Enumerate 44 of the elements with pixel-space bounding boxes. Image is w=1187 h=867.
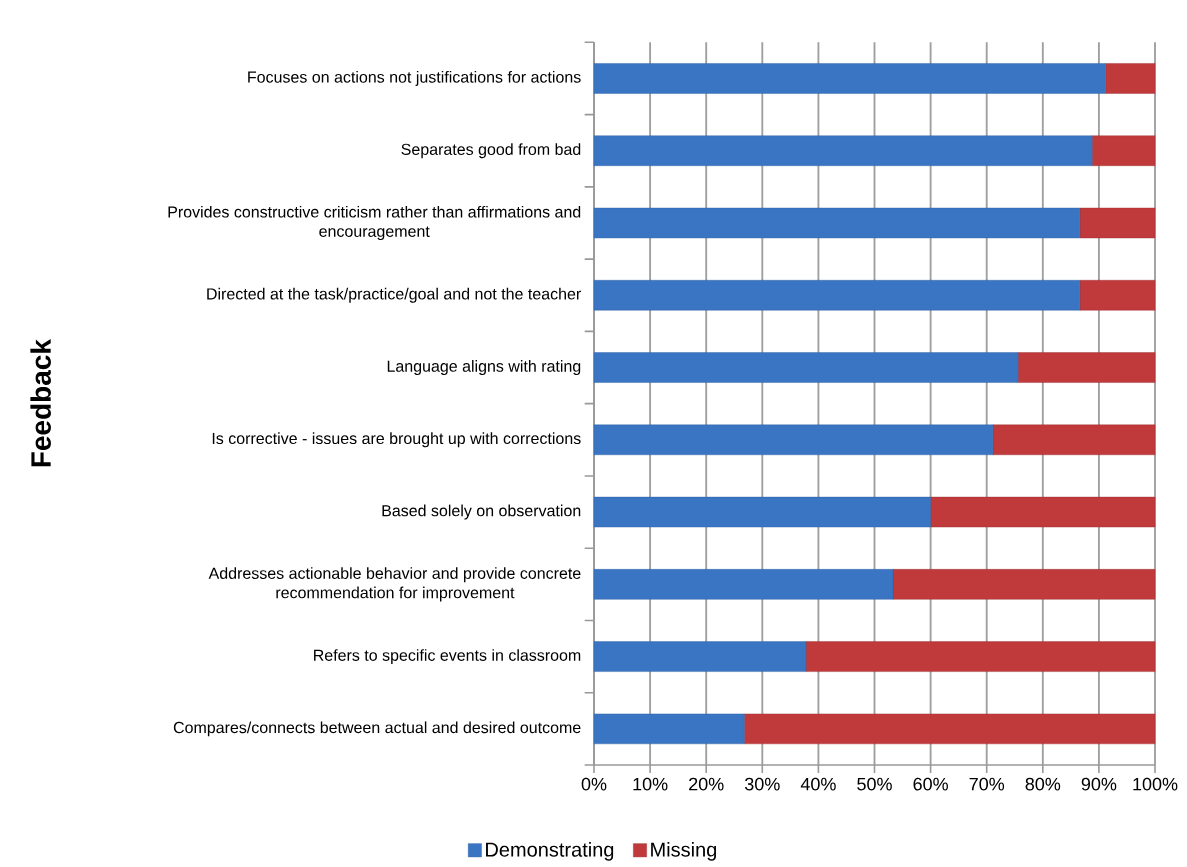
bar: [805, 641, 1156, 672]
y-tick-label: Directed at the task/practice/goal and not the teacher: [207, 287, 581, 303]
bar: [593, 424, 994, 455]
x-tick-label: 60%: [913, 777, 948, 791]
y-tick-label: Language aligns with rating: [387, 360, 581, 375]
bar: [1079, 207, 1156, 239]
x-tick-label: 30%: [744, 777, 780, 791]
legend-label: Missing: [651, 842, 717, 861]
bar: [593, 496, 931, 528]
bar: [1105, 63, 1156, 94]
bar: [593, 641, 807, 672]
bar: [593, 569, 894, 600]
legend-label: Demonstrating: [486, 842, 614, 861]
bar: [593, 63, 1106, 94]
x-tick-label: 90%: [1081, 777, 1117, 791]
bar: [892, 569, 1156, 600]
bar: [1079, 280, 1156, 311]
bar: [593, 713, 745, 745]
x-tick-label: 40%: [800, 777, 836, 791]
y-tick-label: Refers to specific events in classroom: [314, 649, 581, 665]
y-axis-title: Feedback: [30, 339, 51, 467]
x-tick-label: 80%: [1025, 777, 1061, 791]
y-tick-label: Based solely on observation: [382, 504, 581, 520]
bar: [992, 424, 1156, 455]
bar: [930, 496, 1156, 528]
x-tick-label: 0%: [581, 777, 607, 791]
y-tick-label: Addresses actionable behavior and provide concrete recommendation for improvement: [208, 567, 581, 602]
bar: [593, 135, 1093, 166]
bar: [593, 352, 1019, 383]
bar: [1017, 352, 1156, 383]
y-tick-label: Compares/connects between actual and desired outcome: [173, 721, 581, 737]
bar: [593, 280, 1081, 311]
y-tick-label: Focuses on actions not justifications for actions: [248, 71, 581, 86]
bar: [593, 207, 1081, 239]
x-tick-label: 50%: [857, 777, 892, 791]
y-tick-label: Provides constructive criticism rather than affirmations and encouragement: [168, 205, 581, 241]
y-tick-label: Is corrective - issues are brought up with corrections: [212, 432, 581, 448]
bar: [744, 713, 1156, 745]
x-tick-label: 70%: [969, 777, 1005, 791]
x-tick-label: 20%: [689, 777, 724, 791]
x-tick-label: 100%: [1133, 777, 1178, 791]
y-tick-label: Separates good from bad: [401, 143, 581, 159]
bar: [1091, 135, 1156, 166]
x-tick-label: 10%: [633, 777, 668, 791]
